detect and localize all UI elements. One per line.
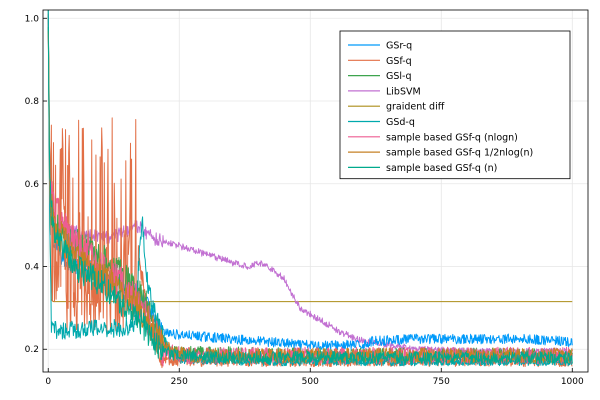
x-tick-label: 1000 <box>561 377 584 387</box>
axis-ticks: 0 250 500 750 1000 0.2 0.4 0.6 0.8 1.0 <box>25 14 584 387</box>
legend-label: graident diff <box>386 102 445 113</box>
y-tick-label: 0.8 <box>25 97 40 107</box>
y-tick-label: 0.4 <box>25 263 40 273</box>
y-tick-label: 1.0 <box>25 14 40 24</box>
x-tick-label: 250 <box>171 377 188 387</box>
legend-box <box>339 30 571 180</box>
legend-label: LibSVM <box>386 86 421 97</box>
legend-label: sample based GSf-q (n) <box>386 163 497 174</box>
series-line-7 <box>47 31 573 364</box>
series-layer <box>47 9 573 369</box>
legend-label: sample based GSf-q (nlogn) <box>386 132 518 143</box>
y-tick-label: 0.6 <box>25 180 40 190</box>
series-line-8 <box>47 27 573 365</box>
legend-label: GSd-q <box>386 117 415 128</box>
x-tick-label: 500 <box>302 377 319 387</box>
legend-label: GSr-q <box>386 41 412 52</box>
legend-label: sample based GSf-q 1/2nlog(n) <box>386 148 533 159</box>
plot-frame <box>42 9 589 373</box>
legend: GSr-q GSf-q GSl-q LibSVM graident diff GSd-q s… <box>339 30 571 180</box>
legend-label: GSf-q <box>386 56 412 67</box>
legend-label: GSl-q <box>386 71 412 82</box>
x-tick-label: 0 <box>45 377 51 387</box>
x-tick-label: 750 <box>433 377 450 387</box>
y-tick-label: 0.2 <box>25 345 39 355</box>
